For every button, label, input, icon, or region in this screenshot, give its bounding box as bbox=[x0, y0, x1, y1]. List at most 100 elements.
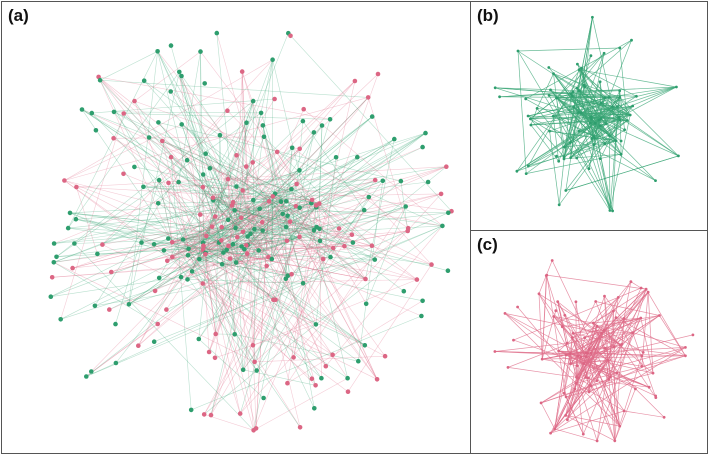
network-edge bbox=[272, 180, 383, 197]
network-edge bbox=[255, 201, 270, 429]
panel-label-c: (c) bbox=[477, 235, 498, 254]
network-node bbox=[524, 97, 528, 101]
network-edge bbox=[319, 138, 395, 204]
network-edge bbox=[211, 226, 224, 253]
network-edge bbox=[158, 179, 333, 356]
network-edge bbox=[553, 316, 622, 345]
network-edge bbox=[69, 201, 287, 214]
network-edge bbox=[253, 132, 315, 431]
network-edge bbox=[236, 262, 423, 302]
network-node bbox=[603, 142, 607, 146]
network-edge bbox=[600, 125, 617, 142]
network-edge bbox=[72, 239, 184, 269]
network-node bbox=[176, 179, 181, 185]
network-edge bbox=[228, 245, 327, 367]
network-edge bbox=[623, 281, 632, 319]
network-edge bbox=[81, 109, 366, 280]
network-edge bbox=[166, 206, 406, 310]
network-edge bbox=[181, 124, 287, 202]
network-edge bbox=[262, 166, 447, 231]
network-edge bbox=[235, 132, 426, 263]
network-node bbox=[74, 184, 79, 190]
network-edge bbox=[212, 197, 287, 228]
network-node bbox=[289, 186, 294, 192]
network-edge bbox=[632, 289, 647, 333]
network-node bbox=[597, 118, 601, 122]
network-edge bbox=[632, 315, 660, 333]
network-node bbox=[301, 106, 307, 112]
network-node bbox=[651, 371, 655, 375]
network-node bbox=[593, 121, 597, 125]
network-node bbox=[48, 294, 54, 300]
network-edge bbox=[536, 73, 554, 109]
network-edge bbox=[272, 196, 287, 202]
network-edge bbox=[550, 89, 558, 98]
network-edge bbox=[72, 205, 317, 269]
network-node bbox=[151, 339, 157, 345]
network-node bbox=[547, 94, 551, 97]
network-node bbox=[583, 336, 586, 340]
network-node bbox=[592, 135, 596, 138]
network-node bbox=[300, 118, 306, 124]
network-edge bbox=[171, 156, 320, 204]
network-edge bbox=[540, 402, 556, 430]
network-node bbox=[221, 250, 226, 255]
network-edge bbox=[102, 203, 320, 245]
network-node bbox=[611, 209, 614, 213]
network-node bbox=[313, 322, 319, 327]
network-node bbox=[445, 268, 451, 274]
network-edge bbox=[319, 203, 443, 227]
network-edge bbox=[242, 190, 301, 428]
network-edge bbox=[550, 89, 625, 131]
network-edge bbox=[138, 213, 283, 346]
network-node bbox=[320, 256, 326, 262]
network-edge bbox=[296, 183, 313, 201]
network-edge bbox=[178, 181, 235, 211]
network-node bbox=[311, 227, 317, 233]
network-edge bbox=[202, 249, 210, 353]
network-edge bbox=[158, 180, 173, 243]
network-node bbox=[62, 178, 67, 183]
network-node bbox=[160, 138, 165, 144]
network-node bbox=[619, 139, 623, 143]
network-edge bbox=[254, 355, 386, 363]
network-edge bbox=[613, 287, 642, 347]
network-node bbox=[141, 78, 147, 83]
network-edge bbox=[234, 210, 320, 230]
network-node bbox=[186, 246, 191, 252]
network-edge bbox=[287, 147, 293, 216]
network-node bbox=[239, 215, 244, 221]
network-node bbox=[363, 301, 369, 307]
network-edge bbox=[540, 377, 586, 404]
network-edge bbox=[614, 318, 625, 441]
network-node bbox=[617, 115, 621, 119]
network-edge bbox=[325, 225, 443, 367]
network-node bbox=[213, 331, 218, 337]
network-node bbox=[300, 281, 306, 286]
network-edge bbox=[542, 355, 686, 360]
network-edge bbox=[244, 236, 300, 250]
network-node bbox=[614, 316, 618, 319]
network-edge bbox=[235, 122, 247, 229]
network-edge bbox=[286, 132, 426, 242]
network-node bbox=[557, 203, 561, 207]
network-edge bbox=[504, 313, 587, 357]
network-edge bbox=[243, 369, 316, 386]
network-node bbox=[569, 362, 572, 366]
network-edge bbox=[162, 140, 320, 204]
network-node bbox=[311, 130, 317, 135]
network-edge bbox=[242, 112, 262, 191]
network-edge bbox=[157, 51, 236, 229]
network-node bbox=[270, 194, 276, 199]
network-edge bbox=[315, 157, 337, 325]
network-edge bbox=[53, 262, 255, 363]
network-edge bbox=[258, 236, 300, 251]
network-node bbox=[136, 343, 141, 349]
network-edge bbox=[227, 178, 263, 231]
network-edge bbox=[576, 377, 584, 435]
network-edge bbox=[186, 160, 254, 346]
network-edge bbox=[56, 100, 254, 258]
network-node bbox=[382, 353, 388, 359]
network-edge bbox=[128, 258, 272, 305]
network-edge bbox=[253, 258, 324, 431]
